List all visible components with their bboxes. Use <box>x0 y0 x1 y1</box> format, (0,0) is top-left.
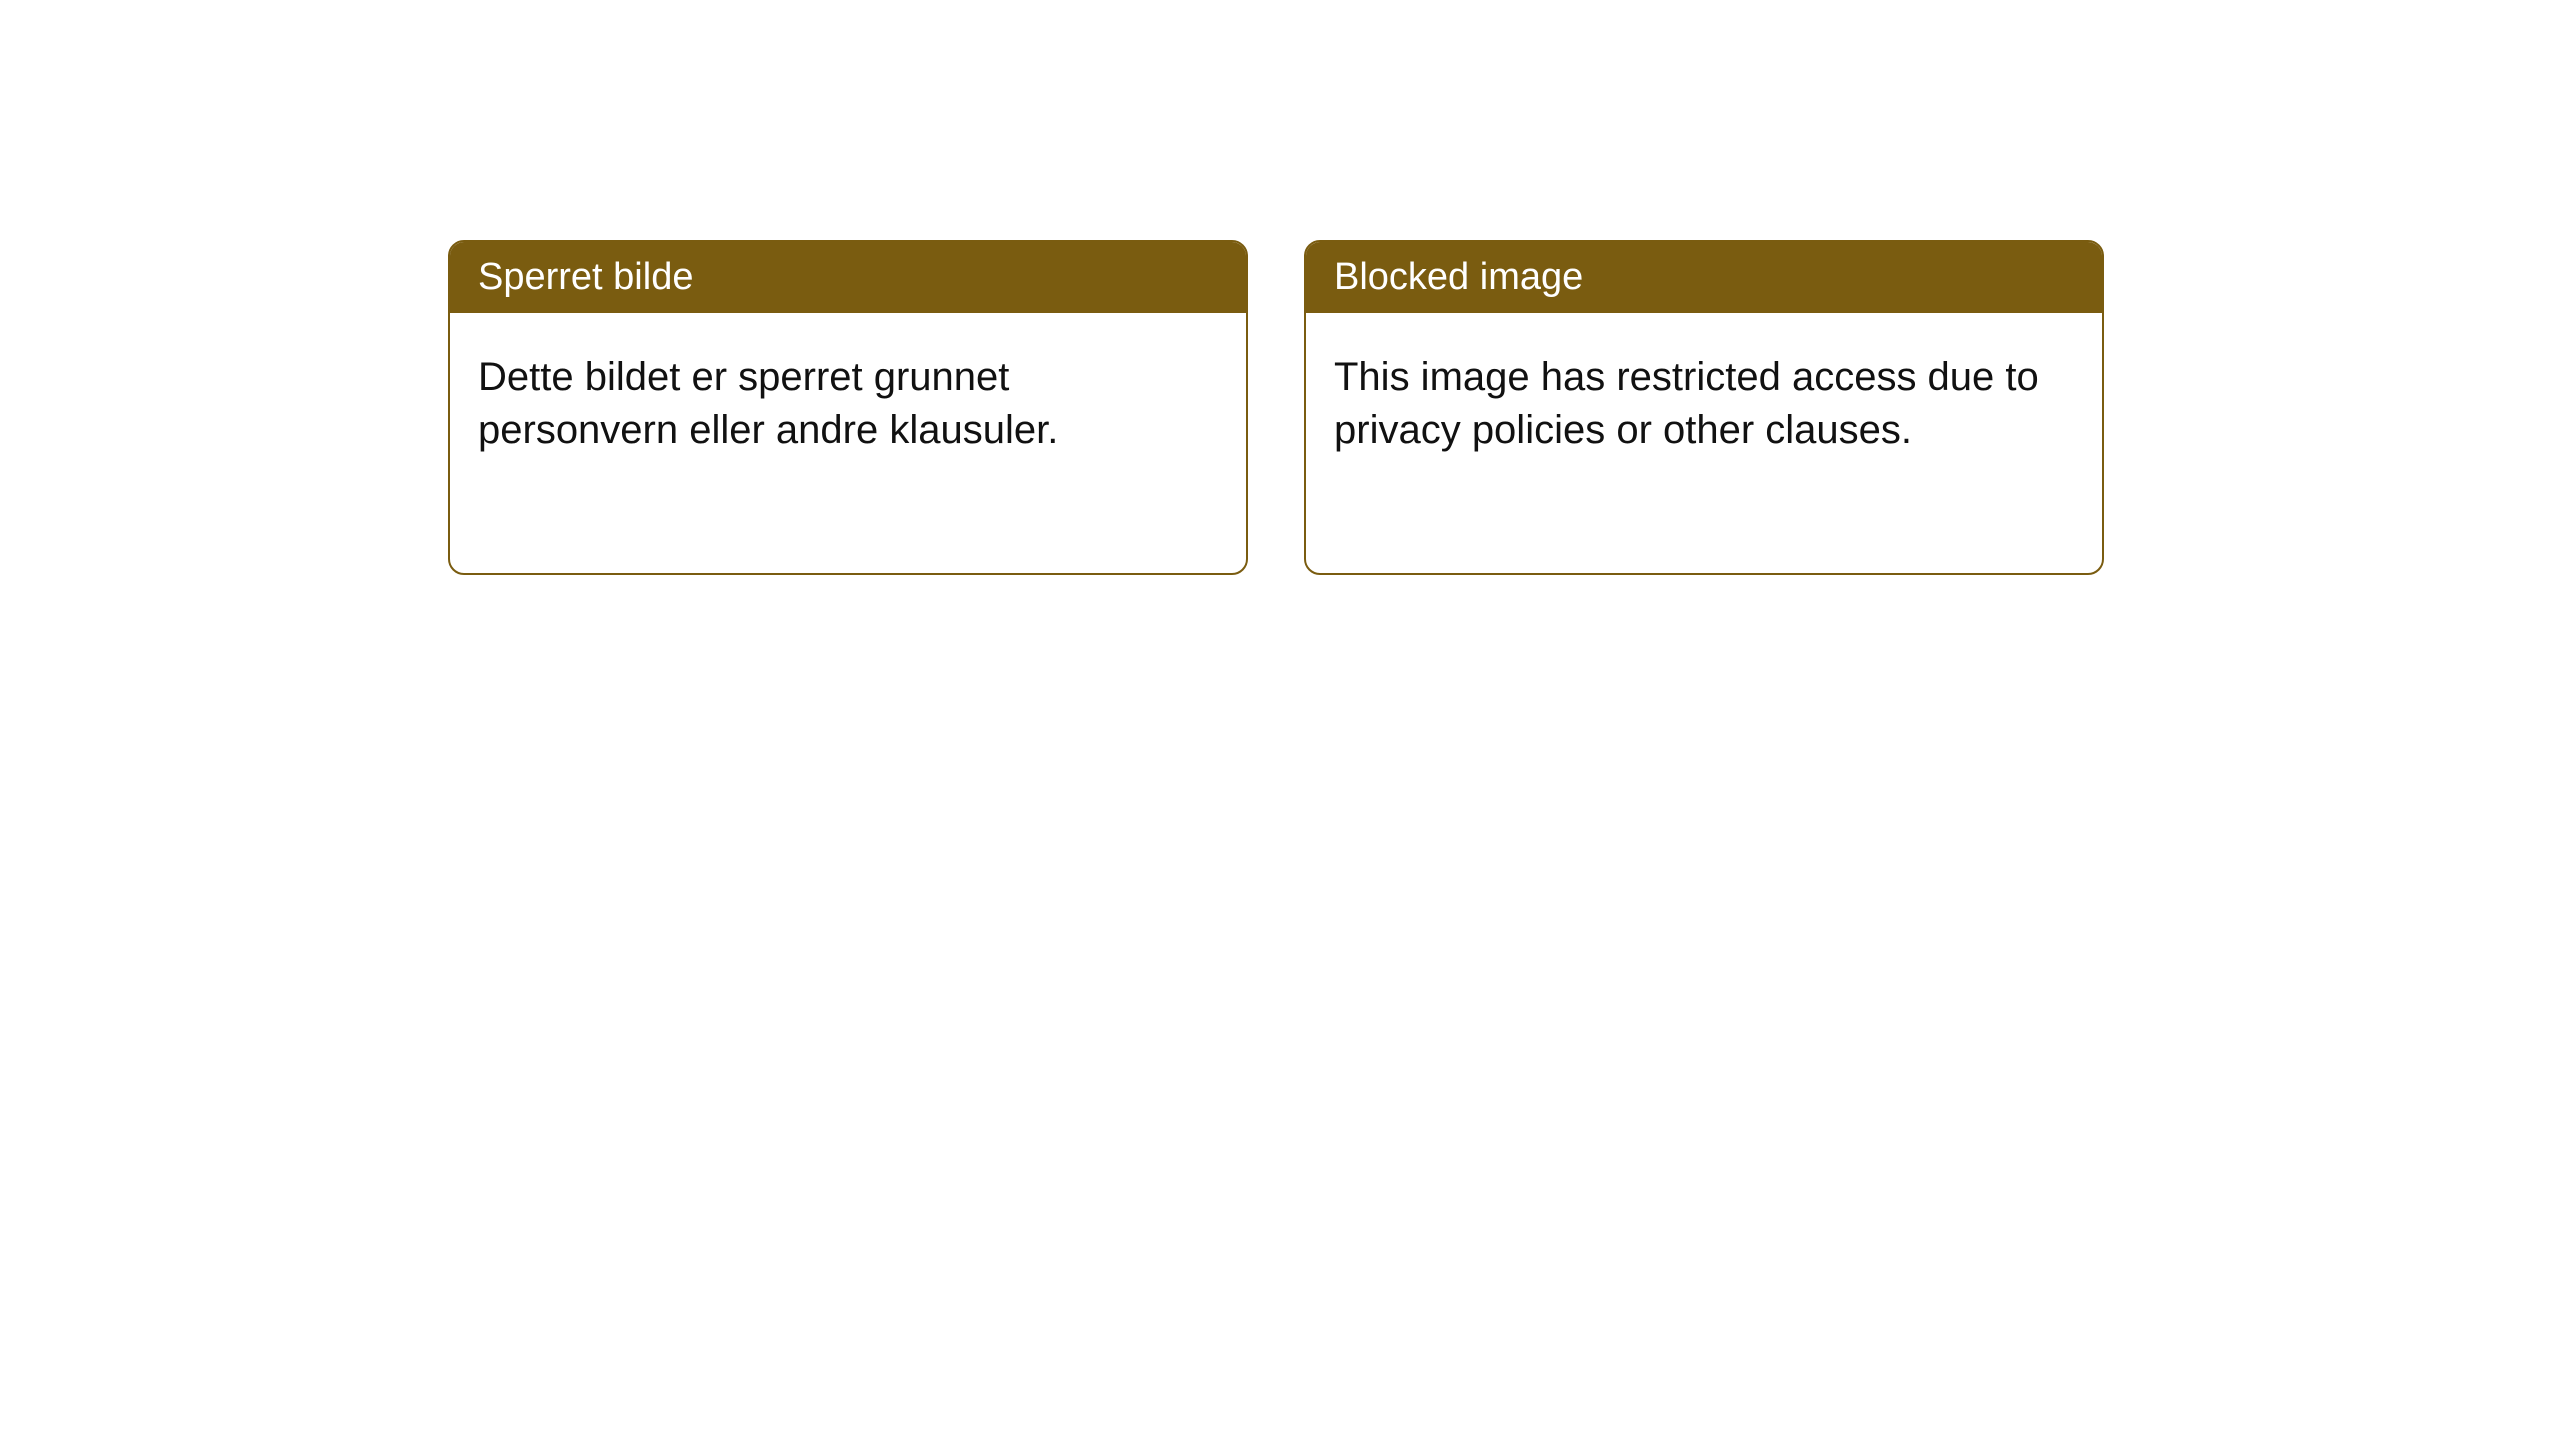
notice-body-en: This image has restricted access due to … <box>1306 313 2102 573</box>
notice-title-no: Sperret bilde <box>478 256 693 298</box>
notice-header-en: Blocked image <box>1306 242 2102 313</box>
notice-header-no: Sperret bilde <box>450 242 1246 313</box>
notice-title-en: Blocked image <box>1334 256 1583 298</box>
notice-body-no: Dette bildet er sperret grunnet personve… <box>450 313 1246 573</box>
notice-text-no: Dette bildet er sperret grunnet personve… <box>478 355 1058 452</box>
notice-container: Sperret bilde Dette bildet er sperret gr… <box>448 240 2104 575</box>
notice-card-en: Blocked image This image has restricted … <box>1304 240 2104 575</box>
notice-card-no: Sperret bilde Dette bildet er sperret gr… <box>448 240 1248 575</box>
notice-text-en: This image has restricted access due to … <box>1334 355 2039 452</box>
